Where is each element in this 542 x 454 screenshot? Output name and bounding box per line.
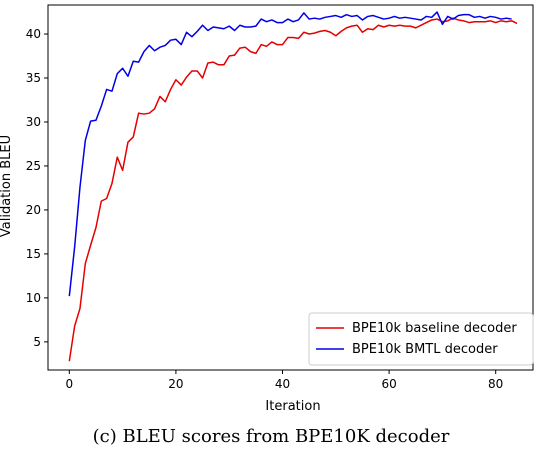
legend-entry-bmtl: BPE10k BMTL decoder (352, 342, 498, 357)
y-axis-label: Validation BLEU (0, 135, 14, 237)
figure-caption: (c) BLEU scores from BPE10K decoder (92, 426, 450, 447)
series-line-1 (68, 11, 512, 297)
y-tick-label: 5 (33, 335, 41, 349)
legend-box (308, 312, 534, 366)
x-tick-label: 40 (275, 377, 290, 391)
y-tick-label: 30 (26, 115, 41, 129)
plot-lines (68, 11, 518, 362)
legend: BPE10k baseline decoder BPE10k BMTL deco… (308, 312, 534, 366)
series-line-0 (68, 17, 518, 362)
x-tick-label: 20 (168, 377, 183, 391)
y-tick-label: 20 (26, 203, 41, 217)
x-tick-label: 60 (381, 377, 396, 391)
x-axis-ticks: 0 20 40 60 80 (65, 370, 503, 391)
y-axis-ticks: 5 10 15 20 25 30 35 40 (26, 27, 48, 349)
y-tick-label: 15 (26, 247, 41, 261)
x-tick-label: 80 (488, 377, 503, 391)
y-tick-label: 35 (26, 71, 41, 85)
x-tick-label: 0 (65, 377, 73, 391)
x-axis-label: Iteration (265, 399, 320, 414)
plot-area-border (47, 4, 534, 371)
legend-entry-baseline: BPE10k baseline decoder (352, 321, 517, 336)
y-tick-label: 40 (26, 27, 41, 41)
y-tick-label: 25 (26, 159, 41, 173)
y-tick-label: 10 (26, 291, 41, 305)
axes-frame (47, 4, 534, 371)
